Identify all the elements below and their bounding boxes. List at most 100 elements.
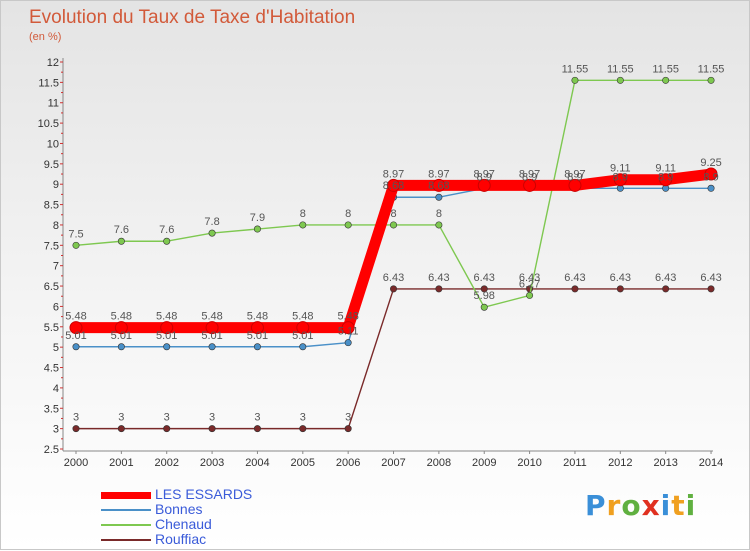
data-point xyxy=(345,222,351,228)
logo-letter: i xyxy=(661,489,672,522)
y-tick-label: 3 xyxy=(53,424,59,436)
data-label: 8 xyxy=(390,208,396,220)
data-label: 5.48 xyxy=(247,311,268,323)
data-label: 11.55 xyxy=(652,63,679,75)
y-tick-label: 5.5 xyxy=(44,322,59,334)
y-tick-label: 7 xyxy=(53,261,59,273)
data-point xyxy=(481,304,487,310)
x-tick-label: 2002 xyxy=(154,457,178,469)
data-point xyxy=(209,425,215,431)
data-point xyxy=(345,339,351,345)
y-tick-label: 9.5 xyxy=(44,159,59,171)
y-tick-label: 10 xyxy=(47,138,59,150)
data-label: 3 xyxy=(118,412,124,424)
data-label: 8.68 xyxy=(383,180,404,192)
data-point xyxy=(73,344,79,350)
x-tick-label: 2009 xyxy=(472,457,496,469)
x-tick-label: 2005 xyxy=(291,457,315,469)
legend-swatch xyxy=(101,524,151,526)
data-label: 7.6 xyxy=(114,224,129,236)
y-tick-label: 9 xyxy=(53,179,59,191)
y-tick-label: 2.5 xyxy=(44,444,59,456)
legend-swatch xyxy=(101,539,151,541)
data-point xyxy=(345,425,351,431)
data-label: 3 xyxy=(345,412,351,424)
data-label: 3 xyxy=(300,412,306,424)
y-tick-label: 12 xyxy=(47,57,59,69)
data-label: 8.9 xyxy=(522,171,537,183)
logo-letter: t xyxy=(671,489,685,522)
data-label: 7.5 xyxy=(68,228,83,240)
data-label: 8 xyxy=(345,208,351,220)
legend-label: Rouffiac xyxy=(155,532,206,547)
data-point xyxy=(164,238,170,244)
data-label: 9.25 xyxy=(700,157,721,169)
data-label: 6.43 xyxy=(700,272,721,284)
data-point xyxy=(164,344,170,350)
data-point xyxy=(300,425,306,431)
y-tick-label: 10.5 xyxy=(38,118,59,130)
y-tick-label: 6.5 xyxy=(44,281,59,293)
data-label: 5.48 xyxy=(111,311,132,323)
y-tick-label: 11.5 xyxy=(38,77,59,89)
data-label: 5.01 xyxy=(292,330,313,342)
x-tick-label: 2000 xyxy=(64,457,88,469)
logo-letter: i xyxy=(686,489,697,522)
data-label: 5.48 xyxy=(337,311,358,323)
data-point xyxy=(390,222,396,228)
data-point xyxy=(73,425,79,431)
legend-label: Bonnes xyxy=(155,502,202,517)
data-label: 6.43 xyxy=(428,272,449,284)
data-point xyxy=(436,286,442,292)
data-point xyxy=(708,286,714,292)
data-point xyxy=(390,286,396,292)
x-tick-label: 2007 xyxy=(381,457,405,469)
data-label: 5.01 xyxy=(111,330,132,342)
data-label: 5.48 xyxy=(156,311,177,323)
legend-swatch xyxy=(101,509,151,511)
data-point xyxy=(209,344,215,350)
x-tick-label: 2012 xyxy=(608,457,632,469)
data-label: 8.9 xyxy=(613,171,628,183)
y-tick-label: 8 xyxy=(53,220,59,232)
y-tick-label: 7.5 xyxy=(44,240,59,252)
data-point xyxy=(118,425,124,431)
data-label: 6.43 xyxy=(474,272,495,284)
logo-letter: o xyxy=(621,489,641,522)
data-label: 7.8 xyxy=(204,216,219,228)
y-tick-label: 4.5 xyxy=(44,363,59,375)
data-point xyxy=(436,222,442,228)
data-point xyxy=(662,286,668,292)
line-chart: 2.533.544.555.566.577.588.599.51010.5111… xyxy=(1,1,750,551)
chart-frame: Evolution du Taux de Taxe d'Habitation (… xyxy=(0,0,750,550)
data-label: 3 xyxy=(164,412,170,424)
data-label: 3 xyxy=(254,412,260,424)
y-tick-label: 11 xyxy=(48,98,59,110)
data-label: 5.01 xyxy=(247,330,268,342)
data-point xyxy=(254,425,260,431)
data-label: 7.9 xyxy=(250,212,265,224)
data-point xyxy=(209,230,215,236)
data-label: 3 xyxy=(209,412,215,424)
y-tick-label: 5 xyxy=(53,342,59,354)
data-point xyxy=(300,222,306,228)
x-tick-label: 2001 xyxy=(109,457,133,469)
proxiti-logo: Proxiti xyxy=(585,489,696,522)
data-label: 5.98 xyxy=(474,290,495,302)
data-label: 5.01 xyxy=(65,330,86,342)
legend-label: LES ESSARDS xyxy=(155,487,252,502)
logo-letter: P xyxy=(585,489,607,522)
data-label: 5.01 xyxy=(201,330,222,342)
y-tick-label: 6 xyxy=(53,301,59,313)
data-point xyxy=(572,77,578,83)
x-tick-label: 2010 xyxy=(517,457,541,469)
legend-label: Chenaud xyxy=(155,517,212,532)
x-tick-label: 2008 xyxy=(427,457,451,469)
data-label: 6.43 xyxy=(610,272,631,284)
data-label: 6.43 xyxy=(564,272,585,284)
x-tick-label: 2004 xyxy=(245,457,269,469)
x-tick-label: 2011 xyxy=(563,457,587,469)
data-point xyxy=(73,242,79,248)
data-label: 7.6 xyxy=(159,224,174,236)
data-label: 8.9 xyxy=(567,171,582,183)
